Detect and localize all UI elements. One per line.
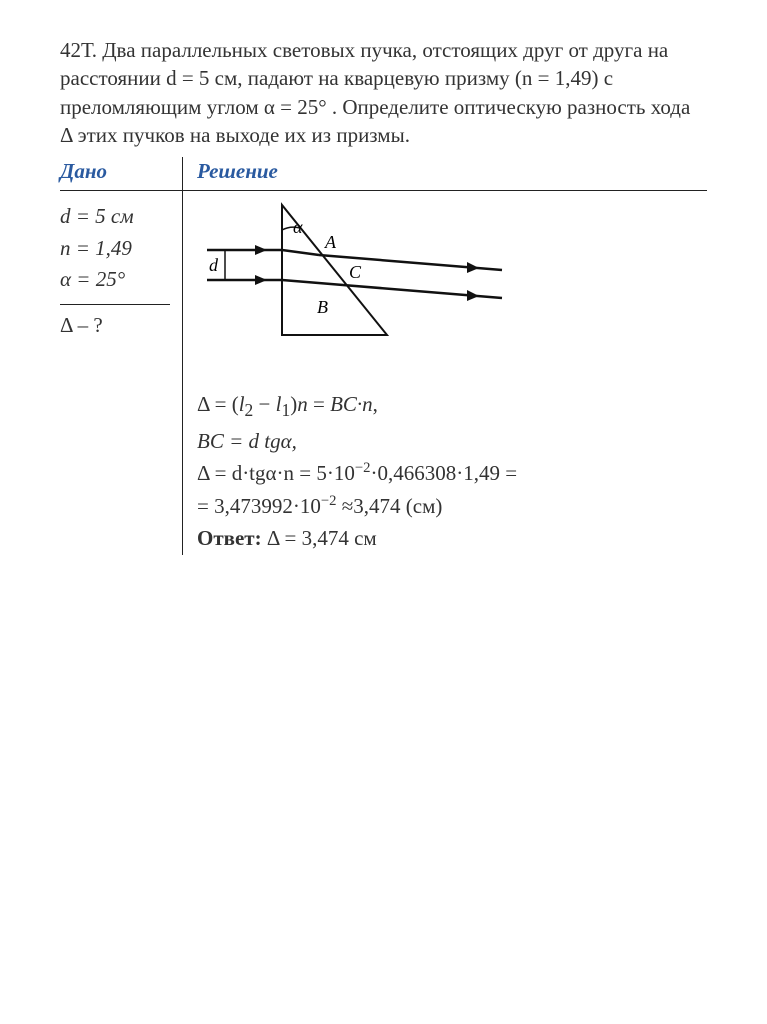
header-given: Дано	[60, 159, 107, 183]
arrow-1-in-icon	[255, 245, 267, 255]
given-n: n = 1,49	[60, 233, 170, 265]
given-d: d = 5 см	[60, 201, 170, 233]
solution-line-2: BC = d tgα,	[197, 425, 707, 458]
given-alpha: α = 25°	[60, 264, 170, 296]
problem-text: Два параллельных световых пучка, отстоящ…	[60, 38, 690, 147]
ray-1-mid	[282, 250, 319, 255]
solution-table: Дано Решение d = 5 см n = 1,49 α = 25° Δ…	[60, 157, 707, 555]
table-body-row: d = 5 см n = 1,49 α = 25° Δ – ?	[60, 191, 707, 555]
solution-line-1: Δ = (l2 − l1)n = BC·n,	[197, 388, 707, 424]
label-a: A	[324, 232, 337, 252]
given-block: d = 5 см n = 1,49 α = 25°	[60, 191, 170, 304]
solution-answer: Ответ: Δ = 3,474 см	[197, 522, 707, 555]
label-c: C	[349, 262, 362, 282]
problem-number: 42Т.	[60, 38, 97, 62]
solution-body: Δ = (l2 − l1)n = BC·n, BC = d tgα, Δ = d…	[197, 378, 707, 555]
solution-line-3: Δ = d·tgα·n = 5·10−2·0,466308·1,49 =	[197, 457, 707, 490]
table-header-row: Дано Решение	[60, 157, 707, 191]
arrow-1-out-icon	[467, 262, 479, 273]
label-d: d	[209, 255, 219, 275]
problem-statement: 42Т. Два параллельных световых пучка, от…	[60, 36, 707, 149]
arrow-2-in-icon	[255, 275, 267, 285]
find-text: Δ – ?	[60, 313, 103, 337]
prism-diagram: α A C B d	[197, 195, 707, 350]
answer-label: Ответ:	[197, 526, 262, 550]
arrow-2-out-icon	[467, 290, 479, 301]
answer-value: Δ = 3,474 см	[262, 526, 377, 550]
header-solution: Решение	[197, 159, 278, 183]
solution-line-4: = 3,473992·10−2 ≈3,474 (см)	[197, 490, 707, 523]
find-block: Δ – ?	[60, 304, 170, 338]
label-alpha: α	[293, 217, 303, 237]
ray-2-mid	[282, 280, 343, 285]
label-b: B	[317, 297, 328, 317]
